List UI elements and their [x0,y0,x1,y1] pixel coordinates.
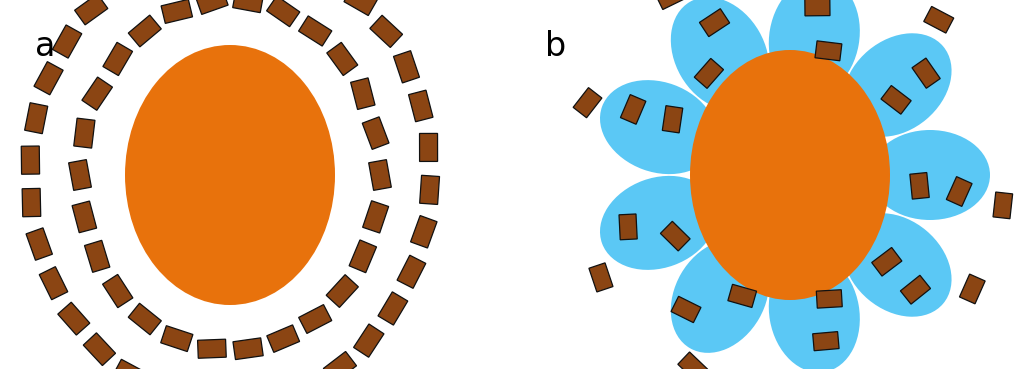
Polygon shape [84,333,116,366]
Polygon shape [660,221,690,251]
Polygon shape [410,215,437,248]
Polygon shape [678,352,708,369]
Polygon shape [299,16,332,46]
Polygon shape [232,0,263,13]
Polygon shape [161,326,193,352]
Polygon shape [946,177,972,206]
Polygon shape [72,201,97,233]
Polygon shape [589,263,613,292]
Polygon shape [68,160,91,190]
Polygon shape [655,0,685,10]
Polygon shape [872,248,902,276]
Text: a: a [35,30,56,63]
Polygon shape [619,214,637,240]
Polygon shape [924,6,953,33]
Polygon shape [103,42,132,76]
Polygon shape [993,192,1012,219]
Polygon shape [102,275,133,308]
Polygon shape [394,51,419,83]
Polygon shape [369,160,392,190]
Polygon shape [82,77,113,110]
Polygon shape [816,290,842,308]
Polygon shape [910,173,930,199]
Polygon shape [573,87,602,118]
Polygon shape [195,0,228,14]
Text: b: b [545,30,566,63]
Polygon shape [960,274,985,304]
Polygon shape [26,228,53,260]
Polygon shape [326,42,357,76]
Polygon shape [39,267,68,300]
Polygon shape [22,146,39,174]
Polygon shape [363,201,388,233]
Polygon shape [197,339,226,358]
Polygon shape [323,351,356,369]
Polygon shape [161,0,192,23]
Polygon shape [74,0,107,25]
Polygon shape [419,134,438,162]
Ellipse shape [843,33,951,137]
Ellipse shape [600,176,717,270]
Polygon shape [363,117,389,149]
Polygon shape [419,175,439,204]
Polygon shape [728,284,756,307]
Polygon shape [233,338,263,360]
Polygon shape [113,359,146,369]
Polygon shape [353,324,384,357]
Polygon shape [267,0,300,27]
Ellipse shape [600,80,717,174]
Polygon shape [53,25,82,58]
Polygon shape [349,240,377,273]
Ellipse shape [843,213,951,317]
Polygon shape [662,106,683,133]
Polygon shape [881,86,911,114]
Polygon shape [815,41,842,61]
Ellipse shape [769,0,859,97]
Ellipse shape [870,130,990,220]
Polygon shape [128,15,161,47]
Polygon shape [699,9,729,37]
Ellipse shape [670,239,770,353]
Polygon shape [22,188,40,217]
Polygon shape [901,275,931,304]
Polygon shape [58,302,90,335]
Polygon shape [671,296,701,323]
Polygon shape [25,103,48,134]
Ellipse shape [670,0,770,110]
Ellipse shape [690,50,890,300]
Polygon shape [128,303,161,335]
Polygon shape [326,275,358,307]
Polygon shape [408,90,433,122]
Ellipse shape [769,253,859,369]
Polygon shape [267,325,300,352]
Polygon shape [813,332,839,351]
Polygon shape [344,0,377,15]
Polygon shape [73,118,95,148]
Polygon shape [34,62,63,95]
Polygon shape [370,15,403,48]
Polygon shape [378,292,408,325]
Polygon shape [85,240,109,272]
Polygon shape [397,255,426,288]
Polygon shape [694,58,723,89]
Ellipse shape [125,45,335,305]
Polygon shape [621,94,646,124]
Polygon shape [912,58,940,88]
Polygon shape [350,78,375,110]
Polygon shape [299,304,332,334]
Polygon shape [805,0,829,16]
